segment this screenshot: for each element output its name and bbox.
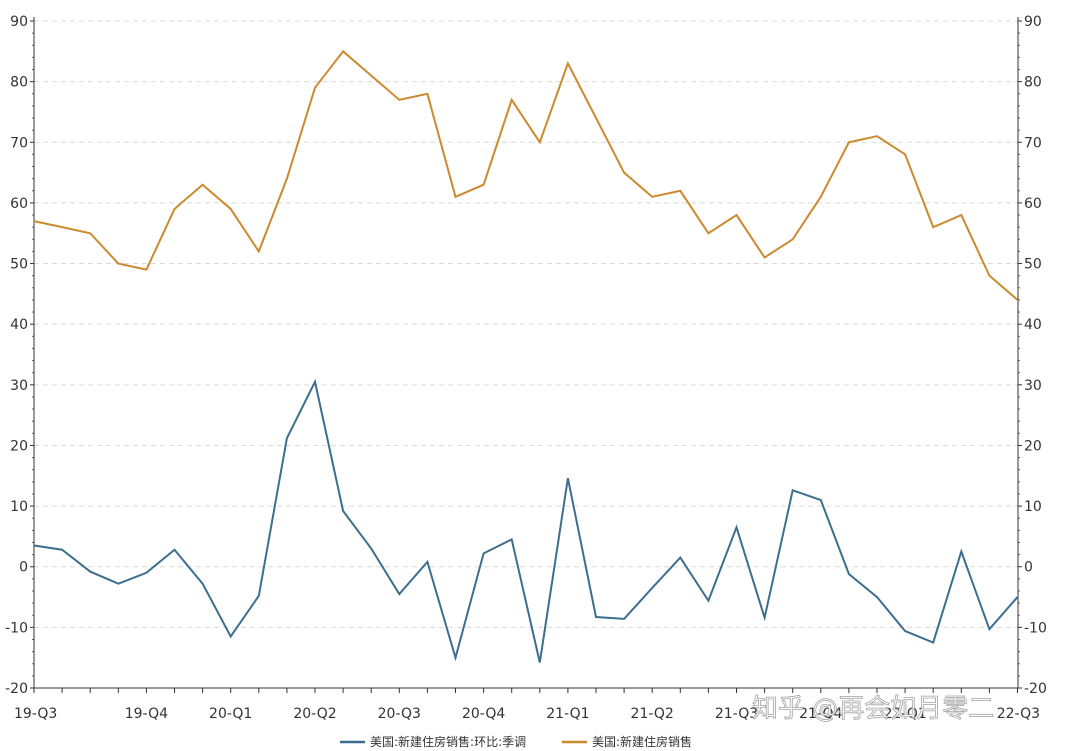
y-tick-label-right: 40	[1024, 317, 1042, 333]
y-tick-label-right: 20	[1024, 438, 1042, 454]
legend[interactable]: 美国:新建住房销售:环比:季调 美国:新建住房销售	[340, 734, 692, 749]
x-tick-label: 19-Q4	[125, 706, 168, 722]
y-tick-label-left: 40	[10, 317, 28, 333]
y-tick-label-right: 0	[1024, 560, 1033, 576]
y-tick-label-right: 10	[1024, 499, 1042, 515]
axes	[30, 17, 1022, 693]
x-tick-label: 19-Q3	[14, 706, 57, 722]
watermark: 知乎 @再会如月零二	[752, 694, 994, 724]
y-tick-label-left: 50	[10, 257, 28, 273]
y-tick-label-left: 0	[19, 560, 28, 576]
series-line-0	[33, 378, 1019, 663]
y-tick-label-right: -20	[1024, 681, 1047, 697]
series-line-1	[33, 49, 1019, 301]
series-lines	[33, 49, 1019, 663]
x-tick-label: 21-Q2	[631, 706, 674, 722]
x-tick-label: 20-Q3	[378, 706, 421, 722]
y-tick-label-right: 50	[1024, 257, 1042, 273]
x-tick-label: 21-Q4	[799, 706, 842, 722]
legend-label-1: 美国:新建住房销售	[592, 734, 692, 749]
y-tick-label-right: 60	[1024, 196, 1042, 212]
x-tick-label: 20-Q4	[462, 706, 505, 722]
x-tick-label: 22-Q3	[997, 706, 1040, 722]
y-tick-label-right: 90	[1024, 14, 1042, 30]
y-tick-label-left: 90	[10, 14, 28, 30]
gridlines	[34, 20, 1018, 628]
y-tick-label-left: 20	[10, 438, 28, 454]
y-tick-label-left: 10	[10, 499, 28, 515]
y-tick-label-left: 60	[10, 196, 28, 212]
y-tick-label-right: 70	[1024, 135, 1042, 151]
y-tick-label-right: 80	[1024, 75, 1042, 91]
legend-item-0[interactable]: 美国:新建住房销售:环比:季调	[340, 734, 526, 749]
legend-label-0: 美国:新建住房销售:环比:季调	[370, 734, 526, 749]
y-tick-label-right: -10	[1024, 620, 1047, 636]
x-tick-label: 20-Q1	[209, 706, 252, 722]
y-tick-label-left: -20	[5, 681, 28, 697]
y-tick-label-left: 80	[10, 75, 28, 91]
y-tick-label-left: 30	[10, 378, 28, 394]
x-tick-label: 21-Q3	[715, 706, 758, 722]
y-tick-label-left: -10	[5, 620, 28, 636]
x-tick-label: 21-Q1	[546, 706, 589, 722]
legend-item-1[interactable]: 美国:新建住房销售	[562, 734, 692, 749]
y-tick-label-left: 70	[10, 135, 28, 151]
y-tick-label-right: 30	[1024, 378, 1042, 394]
x-tick-label: 20-Q2	[293, 706, 336, 722]
tick-labels: -20 -20 -10 -10 0 0 10 10 20 20 30 30 40 40 50 50 60 60 70…	[5, 14, 1047, 722]
x-tick-label: 22-Q1	[883, 706, 926, 722]
